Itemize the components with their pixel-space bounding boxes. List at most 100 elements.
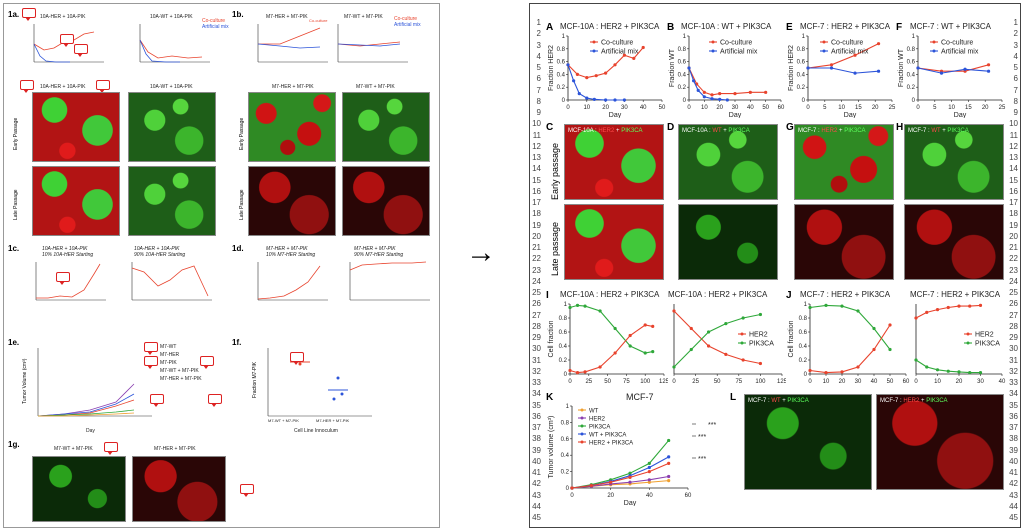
panel-label-1f: 1f. [232,338,242,347]
data-point [978,303,983,307]
row-number: 10 [1009,119,1018,129]
img-title-1b-2: M7-WT + M7-PIK [356,84,395,90]
chart-title-A: MCF-10A : HER2 + PIK3CA [560,22,660,31]
comment-icon[interactable] [150,394,164,407]
x-tick-label: 60 [685,493,692,499]
legend-marker [711,40,715,44]
significance-label: *** [698,456,706,463]
x-tick-label: 20 [607,493,614,499]
legend-1e-3: M7-WT + M7-PIK [160,368,199,374]
legend-marker [740,341,744,345]
row-number: 31 [532,355,541,365]
data-point [628,480,632,484]
panel-letter-G: G [786,122,794,133]
row-number: 30 [532,344,541,354]
data-point [598,365,602,369]
x-axis-label: Day [844,112,857,118]
legend-1e-0: M7-WT [160,344,177,350]
y-tick-label: 0.8 [557,47,566,53]
comment-icon[interactable] [144,342,158,355]
series-line [917,67,989,74]
y-axis-label: Fraction HER2 [788,45,795,91]
row-number: 17 [1009,198,1018,207]
data-point [957,304,961,308]
row-number: 21 [1009,243,1018,252]
comment-icon[interactable] [22,8,36,21]
comment-icon[interactable] [20,80,34,93]
series-line [673,313,761,368]
row-number: 28 [532,321,541,331]
comment-icon[interactable] [60,34,74,47]
micrograph [248,166,336,236]
data-point [613,351,617,355]
x-tick-label: 15 [965,105,972,111]
data-point [758,361,762,366]
mini-chart-1b-1 [257,24,328,63]
row-number: 9 [536,108,541,117]
comment-icon[interactable] [56,272,70,285]
row-number: 42 [1009,479,1018,489]
y-tick-label: 0.4 [799,344,808,350]
y-tick-label: 0 [564,372,568,378]
data-point [585,76,589,80]
panel-letter-B: B [667,22,675,33]
comment-icon[interactable] [208,394,222,407]
data-point [622,98,626,102]
data-point [824,303,828,307]
data-point [689,347,693,352]
x-tick-label: 25 [692,379,699,385]
data-point [613,98,617,102]
row-number: 21 [532,243,541,252]
x-tick-label: 30 [855,379,862,385]
chart-title-J1: MCF-7 : HER2 + PIK3CA [800,290,891,299]
y-axis-label: Tumor volume (cm³) [548,416,555,479]
legend-1e-1: M7-HER [160,352,180,358]
row-number: 33 [532,378,541,387]
row-label-early: Early Passage [13,117,19,150]
micrograph-L2: MCF-7 : HER2 + PIK3CA [876,394,1004,490]
row-number: 26 [1009,299,1018,309]
row-number: 2 [536,29,541,39]
data-point [647,465,651,470]
legend-entry: PIK3CA [749,341,774,348]
data-point [829,66,834,70]
comment-icon[interactable] [96,80,110,93]
data-point [647,461,651,465]
data-point [808,305,812,310]
row-number: 10 [532,119,541,129]
micrograph-caption: MCF-7 : WT + PIK3CA [748,398,809,404]
panel-letter-F: F [896,22,903,33]
comment-icon[interactable] [74,44,88,57]
mini-chart-1b-2 [337,24,408,63]
comment-icon[interactable] [144,356,158,369]
tick-1f-1: M7-HER + M7-PIK [316,418,350,423]
comment-icon[interactable] [104,442,118,455]
x-tick-label: 10 [838,105,845,111]
data-point [829,63,834,67]
comment-icon[interactable] [240,484,254,497]
data-point [641,45,645,50]
x-tick-label: 20 [982,105,989,111]
comment-icon[interactable] [200,356,214,369]
row-label-early-b: Early Passage [239,117,245,150]
row-number: 24 [532,276,541,286]
legend-marker [966,341,970,345]
row-number: 45 [1009,513,1018,522]
x-tick-label: 0 [570,493,574,499]
row-number: 29 [1009,333,1018,342]
data-point [986,63,991,67]
row-number: 33 [1009,378,1018,387]
data-point [628,333,632,338]
chart-title-E: MCF-7 : HER2 + PIK3CA [800,22,891,31]
x-tick-label: 50 [762,105,769,111]
comment-icon[interactable] [290,352,304,365]
micrograph-C-late [564,204,664,280]
x-tick-label: 100 [755,379,766,385]
data-point [914,316,918,320]
x-tick-label: 0 [566,105,570,111]
y-axis-label: Fraction WT [669,48,676,87]
row-number: 9 [1013,108,1018,117]
legend-marker [966,332,970,336]
row-number: 41 [1009,468,1018,477]
data-point [592,97,596,101]
